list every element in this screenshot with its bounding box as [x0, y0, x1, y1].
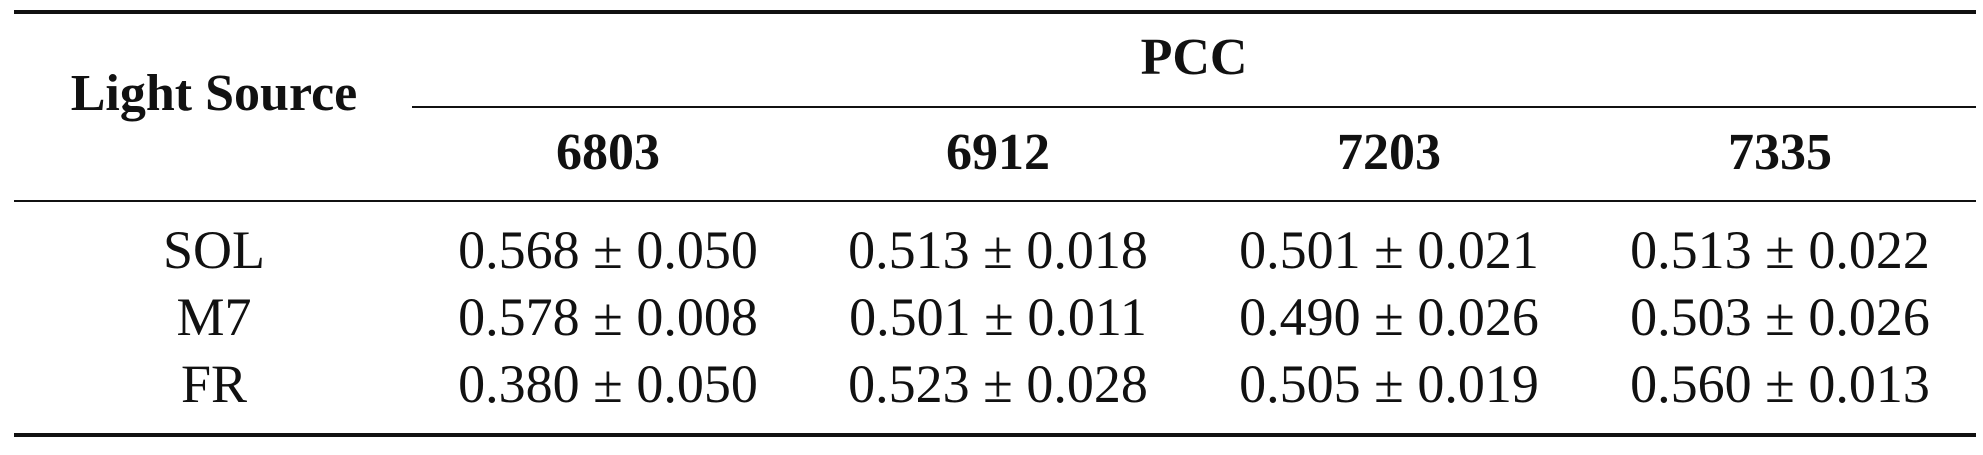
cell: 0.513 ± 0.022 [1630, 220, 1930, 280]
row-header: Light Source [70, 65, 358, 122]
cell: 0.501 ± 0.021 [1239, 220, 1539, 280]
column-header: 6803 [556, 124, 660, 181]
cell: 0.523 ± 0.028 [848, 354, 1148, 414]
cell: 0.513 ± 0.018 [848, 220, 1148, 280]
column-header: 7335 [1728, 124, 1832, 181]
column-header: 7203 [1337, 124, 1441, 181]
mid-rule [14, 200, 1976, 202]
group-header: PCC [1140, 29, 1248, 86]
bottom-rule [14, 433, 1976, 437]
top-rule [14, 10, 1976, 14]
row-label: FR [180, 354, 248, 414]
cell: 0.568 ± 0.050 [458, 220, 758, 280]
cell: 0.380 ± 0.050 [458, 354, 758, 414]
cell: 0.578 ± 0.008 [458, 287, 758, 347]
group-rule [412, 106, 1976, 108]
cell: 0.505 ± 0.019 [1239, 354, 1539, 414]
cell: 0.490 ± 0.026 [1239, 287, 1539, 347]
cell: 0.560 ± 0.013 [1630, 354, 1930, 414]
row-label: M7 [176, 287, 252, 347]
row-label: SOL [162, 220, 266, 280]
cell: 0.503 ± 0.026 [1630, 287, 1930, 347]
cell: 0.501 ± 0.011 [849, 287, 1147, 347]
column-header: 6912 [946, 124, 1050, 181]
